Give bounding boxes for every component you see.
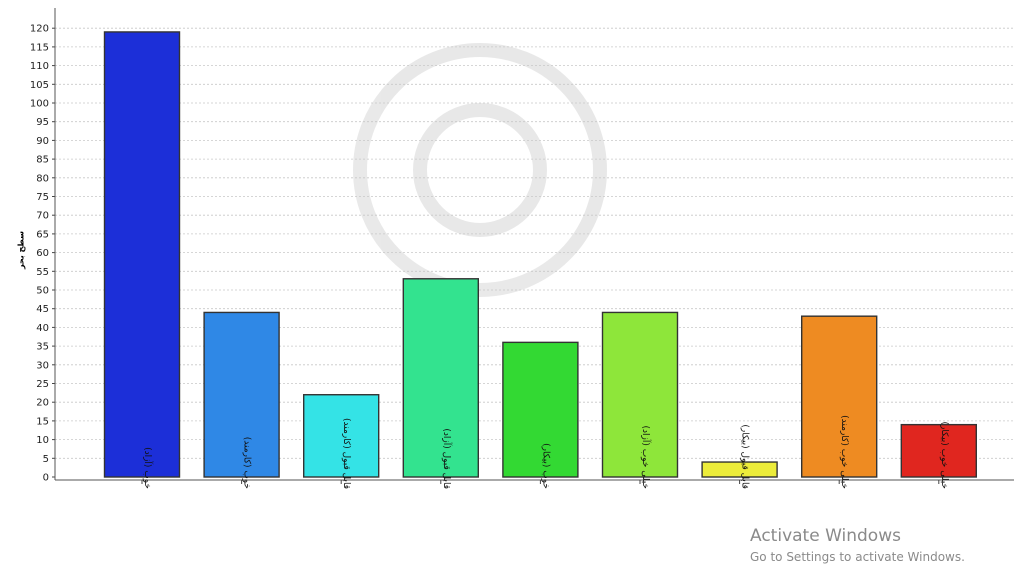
y-tick-label: 40: [36, 323, 49, 334]
x-tick-label: خوب (کارمند): [242, 437, 252, 489]
y-tick-label: 70: [36, 211, 49, 222]
y-tick-label: 50: [36, 286, 49, 297]
y-tick-label: 15: [36, 416, 49, 427]
y-tick-label: 10: [36, 435, 49, 446]
y-tick-label: 75: [36, 192, 49, 203]
bar-4: [402, 278, 479, 478]
y-tick-label: 0: [43, 473, 49, 484]
y-tick-label: 35: [36, 342, 49, 353]
x-tick-label: خیلی خوب (کارمند): [839, 415, 849, 489]
bar-2: [203, 311, 280, 478]
y-tick-label: 110: [30, 61, 49, 72]
x-tick-label: قابل قبول (کارمند): [341, 418, 351, 489]
x-tick-label: خیلی خوب (آزاد): [640, 425, 652, 489]
y-tick-label: 30: [36, 360, 49, 371]
y-tick-label: 90: [36, 136, 49, 147]
y-tick-labels: 0 5 10 15 20 25 30 35 40 45 50 55 60 65 70 75 80 85 90 95 10…: [30, 24, 49, 484]
bar-6: [601, 311, 679, 478]
watermark-line1: Activate Windows: [750, 526, 901, 546]
y-tick-label: 20: [36, 398, 49, 409]
bar-3: [303, 394, 380, 478]
y-tick-label: 25: [36, 379, 49, 390]
bar-8: [801, 315, 878, 478]
y-tick-label: 60: [36, 248, 49, 259]
x-tick-labels: خوب (آزاد) خوب (کارمند) قابل قبول (کارمند)…: [142, 415, 949, 489]
activate-windows-watermark: Activate Windows Go to Settings to activ…: [750, 526, 965, 564]
y-tick-label: 5: [43, 454, 49, 465]
bars: [103, 31, 977, 478]
axes: [52, 8, 1014, 484]
x-tick-label: خوب (آزاد): [142, 447, 154, 489]
watermark-line2: Go to Settings to activate Windows.: [750, 550, 965, 564]
background-ornament: [353, 43, 607, 297]
bar-9: [900, 423, 977, 478]
bar-1: [103, 31, 181, 478]
y-axis-label: سطح بحر: [16, 231, 26, 269]
y-tick-label: 65: [36, 229, 49, 240]
y-tick-label: 80: [36, 173, 49, 184]
y-tick-label: 120: [30, 24, 49, 35]
x-tick-label: قابل قبول (آزاد): [441, 428, 453, 489]
bar-7: [701, 461, 778, 478]
y-tick-label: 115: [30, 42, 49, 53]
x-tick-label: خوب (بیکار): [540, 443, 550, 489]
y-tick-label: 100: [30, 99, 49, 110]
y-tick-label: 95: [36, 117, 49, 128]
x-tick-label: قابل قبول (بیکار): [740, 424, 750, 489]
y-tick-label: 85: [36, 155, 49, 166]
y-tick-label: 45: [36, 304, 49, 315]
y-tick-label: 105: [30, 80, 49, 91]
bar-5: [502, 341, 579, 478]
x-tick-label: خیلی خوب (بیکار): [939, 422, 949, 489]
y-tick-label: 55: [36, 267, 49, 278]
